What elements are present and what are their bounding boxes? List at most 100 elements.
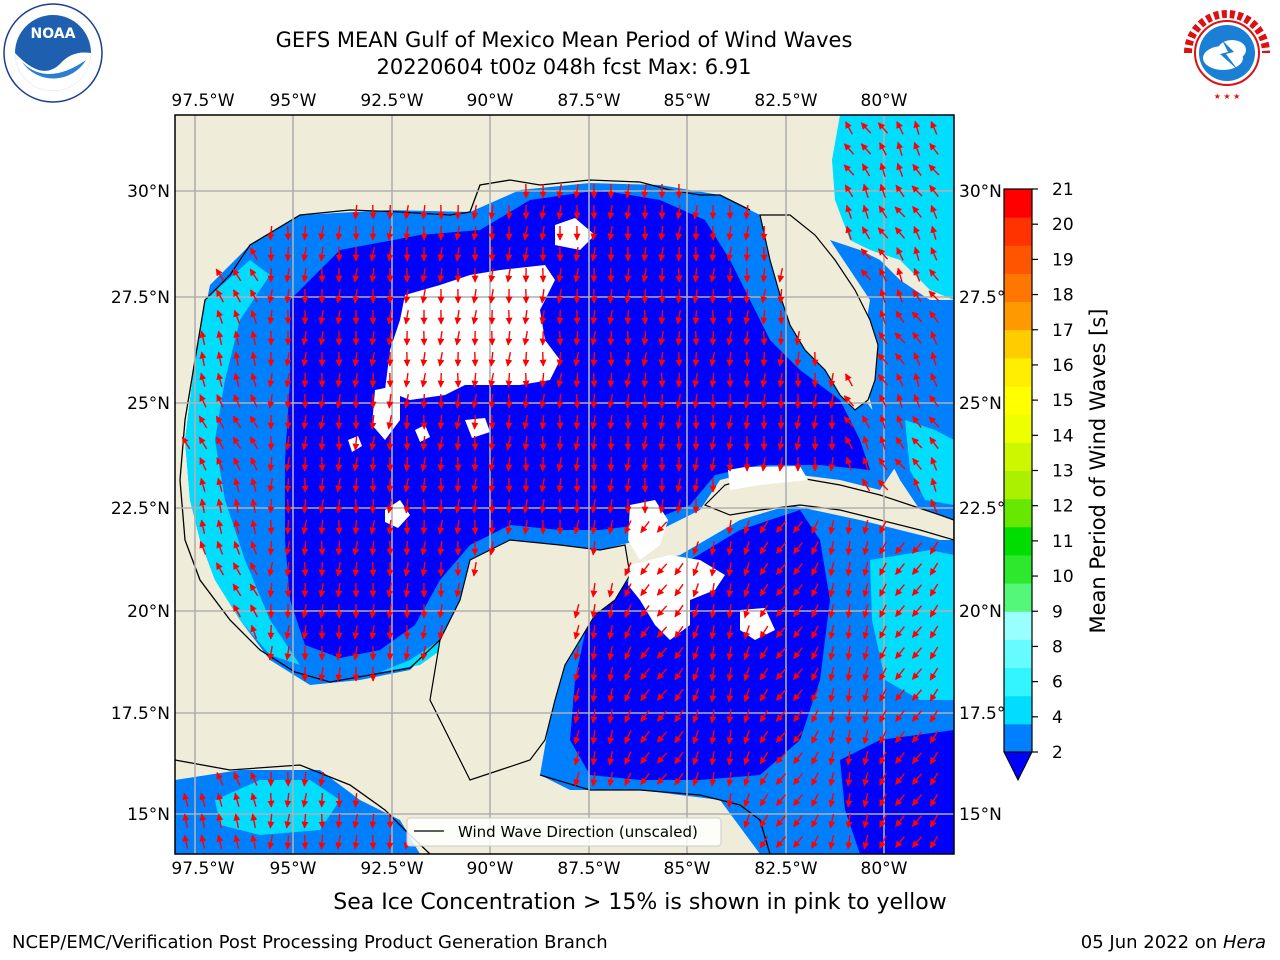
- wind-arrow: [726, 288, 734, 304]
- wind-arrow: [386, 834, 394, 850]
- wind-arrow: [793, 815, 803, 828]
- wind-arrow: [845, 583, 853, 598]
- wind-arrow: [777, 267, 785, 283]
- wind-arrow: [929, 772, 939, 786]
- wind-arrow: [386, 456, 394, 472]
- wind-arrow: [879, 772, 887, 786]
- wind-arrow: [726, 687, 734, 703]
- wind-arrow: [437, 603, 445, 619]
- wind-arrow: [641, 288, 649, 304]
- wind-arrow: [895, 668, 905, 680]
- wind-arrow: [930, 351, 938, 366]
- wind-arrow: [199, 540, 207, 555]
- wind-arrow: [386, 519, 394, 535]
- wind-arrow: [896, 267, 904, 282]
- wind-arrow: [911, 563, 923, 575]
- lon-tick-label: 85°W: [664, 859, 711, 879]
- wind-arrow: [454, 520, 462, 535]
- wind-arrow: [726, 792, 734, 808]
- wind-arrow: [811, 793, 819, 807]
- wind-arrow: [793, 584, 803, 597]
- wind-arrow: [215, 562, 225, 576]
- wind-arrow: [624, 562, 632, 577]
- wind-arrow: [658, 351, 666, 367]
- colorbar-segment: [1004, 414, 1032, 443]
- wind-arrow: [335, 583, 343, 598]
- colorbar-segment: [1004, 526, 1032, 556]
- wind-arrow: [775, 689, 787, 701]
- wind-arrow: [743, 225, 751, 241]
- wind-arrow: [692, 688, 700, 703]
- wind-arrow: [216, 330, 224, 345]
- wind-arrow: [862, 709, 870, 724]
- wind-arrow: [420, 519, 428, 535]
- wind-arrow: [301, 456, 309, 472]
- wind-arrow: [301, 813, 309, 829]
- wind-arrow: [607, 498, 615, 514]
- wind-arrow: [624, 604, 632, 619]
- wind-arrow: [911, 437, 923, 449]
- wind-arrow: [624, 183, 632, 199]
- wind-arrow: [777, 372, 785, 388]
- wind-arrow: [911, 626, 923, 638]
- wind-arrow: [674, 730, 684, 744]
- wind-arrow: [233, 394, 241, 408]
- wind-arrow: [522, 225, 530, 241]
- wind-arrow: [471, 435, 479, 451]
- wind-arrow: [641, 247, 649, 262]
- wind-arrow: [420, 456, 428, 472]
- wind-arrow: [318, 414, 326, 430]
- wind-arrow: [437, 435, 445, 451]
- wind-arrow: [573, 772, 581, 787]
- wind-arrow: [759, 772, 769, 786]
- wind-arrow: [386, 204, 394, 220]
- wind-arrow: [862, 583, 870, 598]
- wind-arrow: [894, 458, 906, 470]
- wind-arrow: [590, 625, 598, 640]
- wind-arrow: [233, 813, 241, 829]
- wind-arrow: [709, 624, 717, 640]
- wind-arrow: [420, 561, 428, 577]
- wind-arrow: [386, 477, 394, 493]
- wind-arrow: [403, 414, 411, 430]
- wind-arrow: [522, 246, 530, 262]
- wind-arrow: [284, 498, 292, 514]
- wind-arrow: [862, 730, 870, 745]
- wind-arrow: [675, 477, 683, 493]
- wind-arrow: [862, 751, 870, 766]
- wind-arrow: [896, 141, 904, 156]
- wind-arrow: [845, 625, 853, 640]
- wind-arrow: [267, 225, 275, 241]
- wind-arrow: [911, 752, 923, 764]
- wind-arrow: [658, 267, 666, 283]
- wind-arrow: [250, 372, 258, 387]
- wind-arrow: [675, 204, 683, 220]
- wind-arrow: [556, 288, 564, 304]
- wind-arrow: [879, 709, 887, 723]
- wind-arrow: [590, 604, 598, 619]
- wind-arrow: [845, 814, 853, 829]
- wind-arrow: [726, 666, 734, 682]
- colorbar-underflow: [1003, 751, 1033, 782]
- wind-arrow: [640, 646, 650, 660]
- wind-arrow: [573, 246, 581, 262]
- wind-arrow: [862, 667, 870, 682]
- wind-arrow: [301, 540, 309, 556]
- colorbar-segment: [1004, 357, 1032, 387]
- lat-tick-label: 15°N: [127, 805, 170, 825]
- wind-arrow: [879, 288, 887, 303]
- wind-arrow: [658, 414, 666, 430]
- wind-arrow: [403, 435, 411, 451]
- wind-arrow: [913, 246, 921, 261]
- wind-arrow: [590, 583, 598, 598]
- wind-arrow: [895, 626, 905, 638]
- wind-arrow: [845, 204, 853, 219]
- wind-arrow: [845, 730, 853, 745]
- wind-arrow: [879, 730, 887, 744]
- wind-arrow: [607, 582, 615, 598]
- wind-arrow: [437, 414, 445, 430]
- wind-arrow: [929, 541, 939, 555]
- wind-arrow: [590, 520, 598, 535]
- colorbar-segment: [1004, 217, 1032, 246]
- wind-arrow: [726, 414, 734, 430]
